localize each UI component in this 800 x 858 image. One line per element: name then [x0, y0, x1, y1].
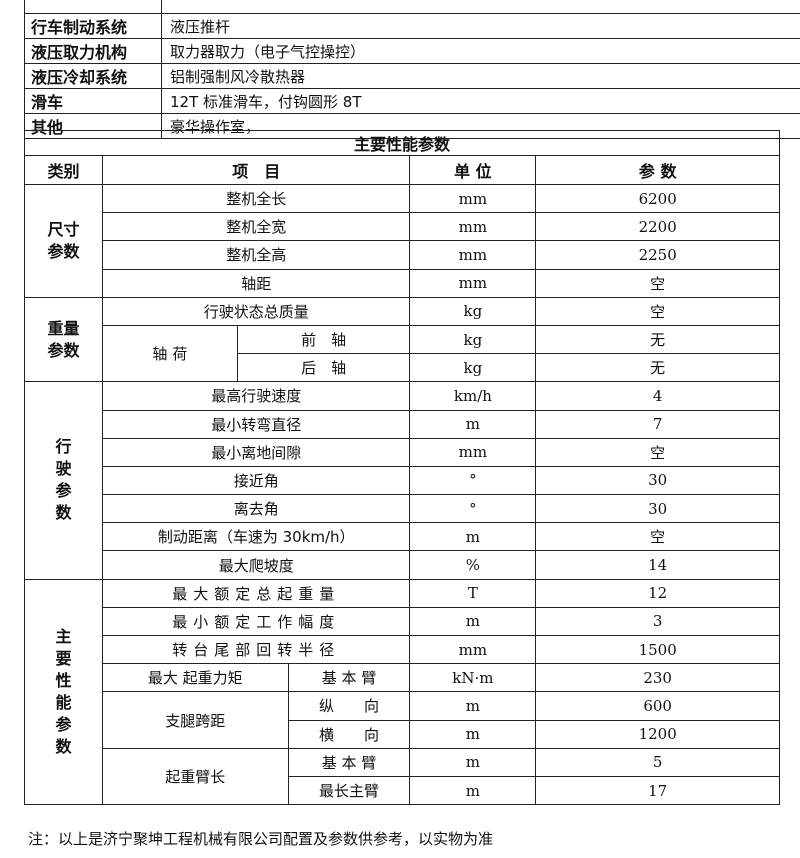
spec-row: [24, 0, 800, 14]
item-axle-load: 轴 荷: [101, 324, 238, 383]
value: 1500: [535, 634, 780, 665]
item: 前 轴: [236, 324, 411, 355]
value: 空: [535, 296, 780, 326]
spec-row: 液压冷却系统 铝制强制风冷散热器: [24, 63, 800, 89]
spec-row: 滑车 12T 标准滑车，付钩圆形 8T: [24, 88, 800, 114]
category-travel: 行驶参数: [24, 381, 103, 580]
item: 最大额定总起重量: [101, 578, 411, 608]
value: 2200: [535, 212, 780, 242]
unit: mm: [409, 240, 537, 270]
value: 2250: [535, 240, 780, 270]
unit: mm: [409, 268, 537, 298]
unit: m: [409, 775, 537, 806]
unit: mm: [409, 437, 537, 467]
unit: m: [409, 522, 537, 552]
spec-value: 液压推杆: [161, 13, 800, 39]
footnote: 注：以上是济宁聚坤工程机械有限公司配置及参数供参考，以实物为准: [28, 830, 494, 848]
item: 后 轴: [236, 353, 411, 383]
unit: mm: [409, 212, 537, 242]
unit: m: [409, 747, 537, 777]
value: 无: [535, 353, 780, 383]
category-size: 尺寸参数: [24, 184, 103, 298]
unit: km/h: [409, 381, 537, 411]
unit: %: [409, 550, 537, 580]
item: 整机全长: [101, 183, 411, 214]
value: 空: [535, 268, 780, 298]
value: 12: [535, 578, 780, 608]
item: 横 向: [287, 719, 411, 749]
table-title: 主要性能参数: [24, 130, 780, 156]
item: 接近角: [101, 465, 411, 496]
unit: kg: [409, 324, 537, 355]
spec-row: 行车制动系统 液压推杆: [24, 13, 800, 39]
value: 空: [535, 437, 780, 467]
unit: kg: [409, 296, 537, 326]
value: 7: [535, 409, 780, 439]
header-value: 参 数: [535, 155, 780, 185]
spec-value: 铝制强制风冷散热器: [161, 63, 800, 89]
spec-row: 液压取力机构 取力器取力（电子气控操控）: [24, 38, 800, 64]
item: 整机全高: [101, 240, 411, 270]
value: 14: [535, 550, 780, 580]
item: 离去角: [101, 494, 411, 524]
unit: °: [409, 494, 537, 524]
unit: m: [409, 606, 537, 637]
item: 最高行驶速度: [101, 381, 411, 411]
spec-key: 行车制动系统: [24, 13, 162, 39]
value: 4: [535, 381, 780, 411]
spec-key: [24, 0, 162, 14]
value: 无: [535, 324, 780, 355]
spec-table: 行车制动系统 液压推杆 液压取力机构 取力器取力（电子气控操控） 液压冷却系统 铝制强…: [24, 0, 800, 139]
unit: kN·m: [409, 663, 537, 693]
unit: mm: [409, 183, 537, 214]
spec-value: [161, 0, 800, 14]
value: 空: [535, 522, 780, 552]
item: 基 本 臂: [287, 747, 411, 777]
item: 最大爬坡度: [101, 550, 411, 580]
unit: m: [409, 719, 537, 749]
value: 30: [535, 465, 780, 496]
performance-table: 主要性能参数 类别 项 目 单 位 参 数 尺寸参数 整机全长 mm 6200 整机…: [24, 130, 780, 806]
value: 17: [535, 775, 780, 806]
item: 最小转弯直径: [101, 409, 411, 439]
item: 基 本 臂: [287, 663, 411, 693]
item: 制动距离（车速为 30km/h）: [101, 522, 411, 552]
header-category: 类别: [24, 155, 103, 185]
spec-key: 滑车: [24, 88, 162, 114]
item-outrigger: 支腿跨距: [101, 691, 289, 749]
unit: mm: [409, 634, 537, 665]
category-weight: 重量参数: [24, 296, 103, 383]
value: 6200: [535, 183, 780, 214]
item-moment: 最大 起重力矩: [101, 663, 289, 693]
item: 行驶状态总质量: [101, 296, 411, 326]
spec-key: 液压冷却系统: [24, 63, 162, 89]
value: 1200: [535, 719, 780, 749]
item: 整机全宽: [101, 212, 411, 242]
unit: kg: [409, 353, 537, 383]
item: 最小离地间隙: [101, 437, 411, 467]
item-boom: 起重臂长: [101, 747, 289, 806]
header-unit: 单 位: [409, 155, 537, 185]
item: 最长主臂: [287, 775, 411, 806]
unit: °: [409, 465, 537, 496]
category-performance: 主要性能参数: [24, 578, 103, 806]
unit: T: [409, 578, 537, 608]
unit: m: [409, 691, 537, 721]
value: 5: [535, 747, 780, 777]
value: 3: [535, 606, 780, 637]
header-item: 项 目: [101, 155, 411, 185]
spec-value: 12T 标准滑车，付钩圆形 8T: [161, 88, 800, 114]
spec-key: 液压取力机构: [24, 38, 162, 64]
value: 30: [535, 494, 780, 524]
item: 纵 向: [287, 691, 411, 721]
item: 最小额定工作幅度: [101, 606, 411, 637]
value: 230: [535, 663, 780, 693]
item: 轴距: [101, 268, 411, 298]
value: 600: [535, 691, 780, 721]
spec-value: 取力器取力（电子气控操控）: [161, 38, 800, 64]
unit: m: [409, 409, 537, 439]
item: 转台尾部回转半径: [101, 634, 411, 665]
